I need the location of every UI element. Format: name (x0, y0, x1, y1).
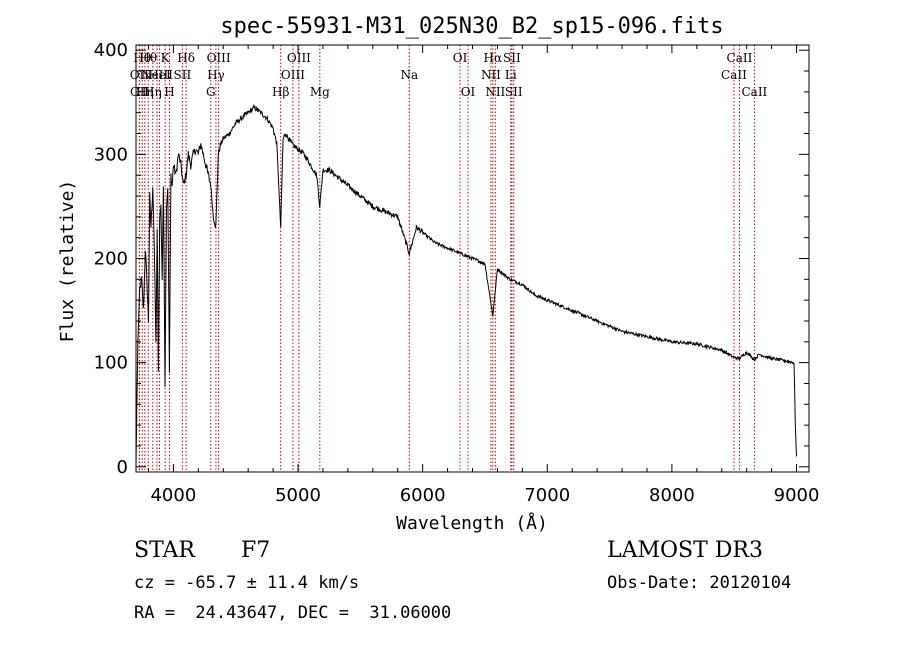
object-class: STAR (134, 538, 195, 563)
line-marker-label-16: OIII (281, 68, 305, 82)
x-tick-label-1: 5000 (275, 485, 321, 506)
line-marker-label-12: G (206, 85, 216, 99)
line-marker-label-4: Hθ (139, 51, 157, 65)
line-marker-label-17: OIII (287, 51, 311, 65)
chart-title: spec-55931-M31_025N30_B2_sp15-096.fits (220, 14, 723, 39)
line-marker-label-2: Hθ (133, 51, 151, 65)
coordinates: RA = 24.43647, DEC = 31.06000 (134, 603, 452, 623)
line-marker-label-6: NeIII (141, 68, 173, 82)
spectral-line-markers (138, 45, 755, 472)
line-marker-label-11: Hδ (177, 51, 195, 65)
y-axis-label: Flux (relative) (57, 180, 78, 343)
line-marker-label-9: H (164, 85, 174, 99)
spectrum-line (135, 103, 797, 462)
redshift-value: cz = -65.7 ± 11.4 km/s (134, 573, 360, 593)
line-marker-label-10: SII (174, 68, 192, 82)
line-marker-label-25: Li (505, 68, 517, 82)
line-marker-label-28: CaII (721, 68, 747, 82)
line-marker-label-20: OI (453, 51, 468, 65)
x-tick-label-4: 8000 (649, 485, 695, 506)
spectral-line-labels: OIIOIIHθHηHθHηNeIIIHeIKHSIIHδGHγOIIIHβOI… (130, 51, 768, 99)
axis-ticks: 4000 5000 6000 7000 8000 9000 0 100 200 300 400 (94, 40, 820, 506)
x-tick-label-3: 7000 (524, 485, 570, 506)
line-marker-label-23: Hα (484, 51, 503, 65)
x-axis-label: Wavelength (Å) (396, 512, 548, 534)
y-tick-label-1: 100 (94, 353, 128, 374)
plot-frame (135, 44, 810, 473)
y-tick-label-3: 300 (94, 144, 128, 165)
line-marker-label-19: Na (400, 68, 418, 82)
line-marker-label-27: SII (505, 85, 523, 99)
y-tick-label-2: 200 (94, 249, 128, 270)
line-marker-label-24: NII (485, 85, 505, 99)
x-tick-label-5: 9000 (774, 485, 820, 506)
line-marker-label-13: Hγ (207, 68, 225, 82)
line-marker-label-22: NII (481, 68, 501, 82)
y-tick-label-4: 400 (94, 40, 128, 61)
survey-name: LAMOST DR3 (607, 538, 763, 563)
y-tick-label-0: 0 (117, 457, 128, 478)
line-marker-label-15: Hβ (272, 85, 289, 99)
x-tick-label-2: 6000 (400, 485, 446, 506)
line-marker-label-3: Hη (136, 85, 154, 99)
line-marker-label-26: SII (503, 51, 521, 65)
line-marker-label-29: CaII (727, 51, 753, 65)
line-marker-label-0: OII (130, 68, 150, 82)
line-marker-label-21: OI (461, 85, 476, 99)
x-tick-label-0: 4000 (150, 485, 196, 506)
line-marker-label-7: HeI (148, 68, 171, 82)
line-marker-label-18: Mg (310, 85, 330, 99)
line-marker-label-30: CaII (741, 85, 767, 99)
line-marker-label-14: OIII (207, 51, 231, 65)
subclass: F7 (241, 538, 271, 563)
obs-date: Obs-Date: 20120104 (607, 573, 792, 593)
line-marker-label-8: K (161, 51, 171, 65)
line-marker-label-5: Hη (144, 85, 162, 99)
